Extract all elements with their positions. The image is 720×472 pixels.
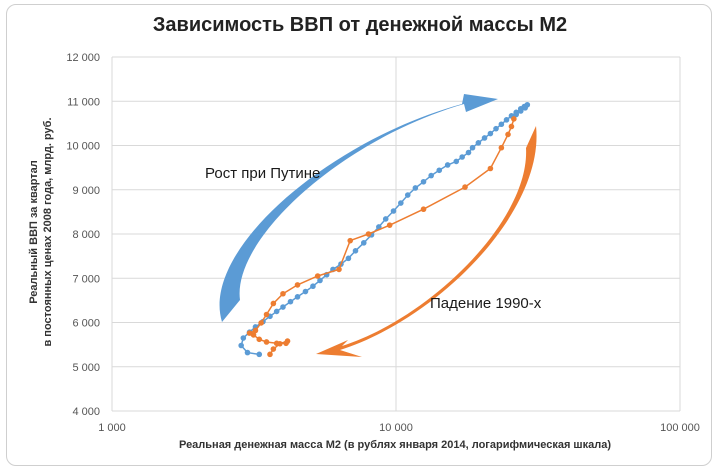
trend-arrows — [219, 94, 537, 357]
data-point — [294, 282, 301, 288]
data-point — [390, 208, 397, 214]
data-point — [481, 135, 488, 141]
data-point — [462, 184, 468, 190]
y-tick-label: 12 000 — [66, 52, 100, 64]
data-point — [302, 288, 309, 295]
data-point — [505, 131, 511, 138]
series-1 — [246, 116, 517, 358]
y-tick-label: 7 000 — [72, 273, 100, 285]
x-tick-label: 1 000 — [98, 422, 126, 434]
data-point — [475, 140, 482, 146]
data-point — [420, 206, 427, 213]
data-point — [263, 339, 270, 345]
data-point — [273, 340, 280, 347]
data-point — [244, 349, 251, 356]
data-point — [294, 294, 301, 300]
data-point — [347, 237, 354, 244]
data-point — [420, 178, 427, 185]
series-line — [240, 104, 528, 356]
y-tick-label: 10 000 — [66, 141, 100, 153]
data-point — [352, 248, 359, 254]
data-point — [398, 200, 404, 206]
data-point — [404, 192, 411, 198]
y-tick-label: 8 000 — [72, 229, 100, 241]
data-point — [412, 185, 419, 191]
series-lines — [238, 101, 531, 358]
series-0 — [238, 101, 531, 358]
data-point — [513, 111, 520, 118]
data-point — [487, 130, 494, 137]
data-point — [508, 123, 515, 130]
growth-arrow-icon — [219, 94, 499, 322]
data-point — [469, 144, 476, 151]
x-tick-label: 10 000 — [379, 422, 413, 434]
x-tick-label: 100 000 — [660, 422, 700, 434]
data-point — [256, 336, 263, 343]
y-tick-label: 11 000 — [67, 96, 100, 108]
data-point — [258, 320, 264, 326]
data-point — [498, 121, 505, 128]
data-point — [453, 158, 460, 165]
data-point — [273, 308, 280, 315]
data-point — [376, 224, 382, 230]
data-point — [345, 255, 352, 262]
x-axis-label: Реальная денежная масса М2 (в рублях янв… — [179, 439, 611, 451]
data-point — [314, 273, 321, 279]
data-point — [317, 277, 323, 284]
data-point — [270, 346, 277, 352]
y-axis-label-line1: Реальный ВВП за квартал — [28, 160, 40, 304]
decline-arrow-icon — [316, 126, 537, 357]
data-point — [280, 290, 286, 297]
data-point — [310, 283, 316, 290]
data-point — [287, 298, 294, 305]
data-point — [487, 165, 494, 172]
data-point — [256, 351, 263, 358]
data-point — [465, 149, 472, 156]
data-point — [511, 116, 517, 122]
y-tick-label: 5 000 — [72, 362, 100, 374]
data-point — [270, 300, 277, 307]
data-point — [498, 144, 505, 151]
data-point — [336, 266, 342, 273]
data-point — [360, 240, 367, 246]
data-point — [382, 216, 389, 222]
chart-frame — [6, 4, 712, 466]
annotation-putin-growth: Рост при Путине — [205, 165, 320, 182]
data-point — [252, 327, 259, 334]
data-point — [444, 162, 451, 168]
x-tick-labels: 1 000 10 000 100 000 — [98, 422, 700, 434]
y-tick-labels: 4 000 5 000 6 000 7 000 8 000 9 000 10 000 11 0… — [66, 52, 100, 418]
data-point — [263, 311, 270, 318]
data-point — [522, 105, 528, 111]
data-point — [493, 125, 499, 132]
data-point — [246, 330, 253, 336]
data-point — [517, 108, 524, 114]
data-point — [503, 117, 510, 123]
data-point — [267, 351, 273, 358]
y-axis-label-line2: в постоянных ценах 2008 года, млрд. руб. — [42, 117, 54, 346]
grid-lines — [111, 56, 681, 412]
y-tick-label: 9 000 — [72, 185, 100, 197]
data-point — [436, 167, 443, 174]
y-tick-label: 4 000 — [72, 406, 100, 418]
data-point — [365, 231, 372, 237]
data-point — [280, 304, 286, 310]
chart-title: Зависимость ВВП от денежной массы М2 — [152, 14, 568, 36]
annotation-1990s-decline: Падение 1990-х — [430, 295, 542, 312]
data-point — [428, 172, 434, 179]
data-point — [386, 222, 393, 228]
data-point — [459, 154, 465, 160]
series-line — [247, 118, 515, 355]
y-tick-label: 6 000 — [72, 318, 100, 330]
data-point — [240, 335, 247, 341]
data-point — [238, 342, 244, 349]
data-point — [283, 340, 289, 347]
